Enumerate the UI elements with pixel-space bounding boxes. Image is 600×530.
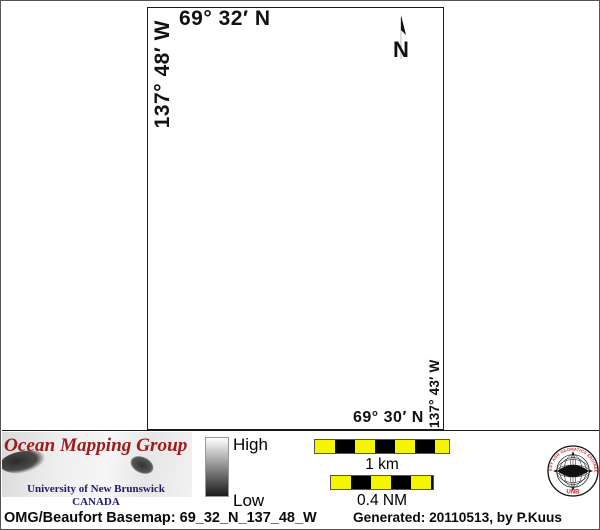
svg-text:UNB: UNB xyxy=(567,489,581,495)
svg-text:N: N xyxy=(393,37,409,59)
